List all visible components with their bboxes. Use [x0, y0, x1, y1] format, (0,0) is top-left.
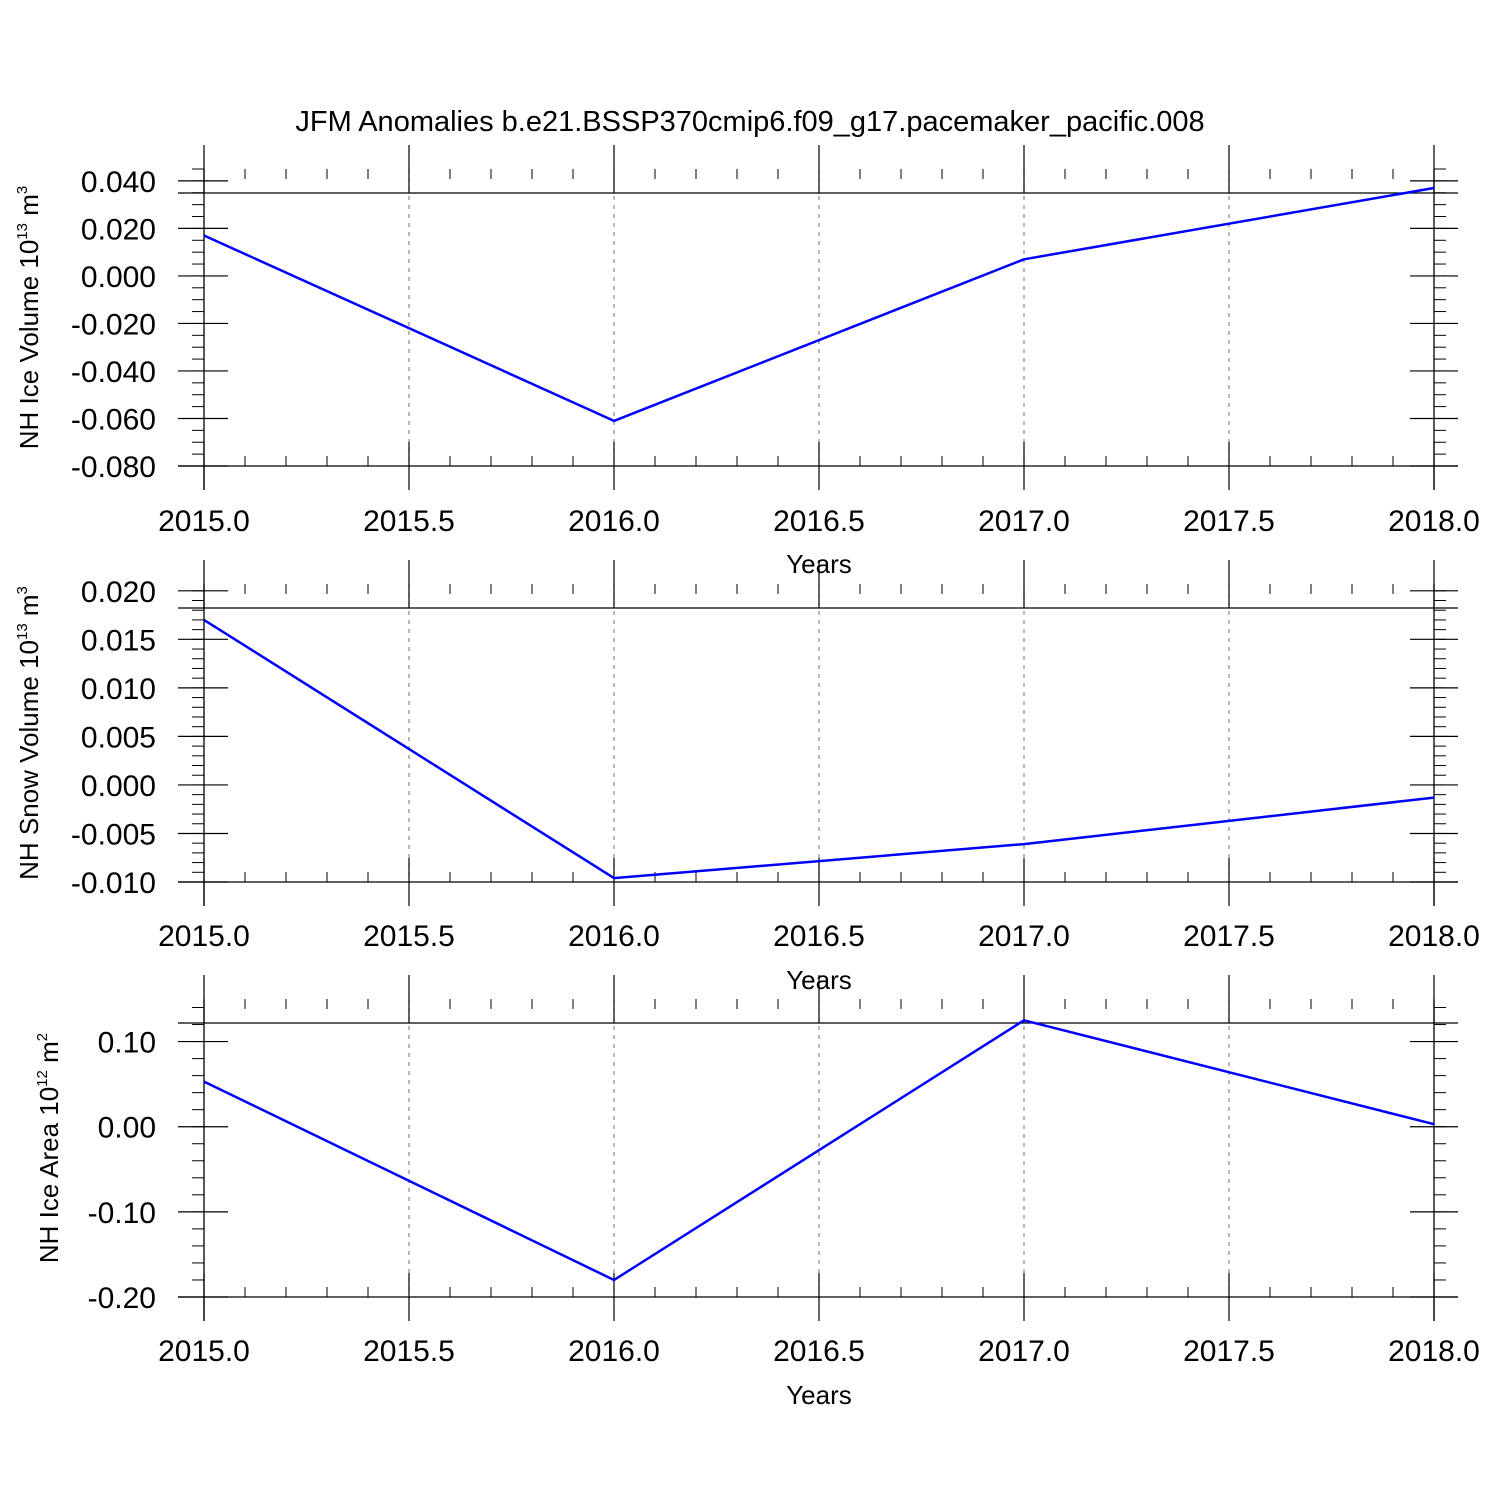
- panels: 2015.0 2015.5 2016.0 2016.5 2017.0 2017.5 2018…: [14, 145, 1480, 1410]
- x-tick-label: 2015.5: [363, 505, 455, 538]
- y-axis-label-text: NH Ice Volume 10: [14, 240, 44, 450]
- series-line: [203, 1019, 1435, 1282]
- x-tick-label: 2016.5: [773, 920, 865, 953]
- y-tick-label: 0.010: [81, 673, 156, 706]
- series-line: [203, 618, 1435, 880]
- chart-title: JFM Anomalies b.e21.BSSP370cmip6.f09_g17…: [295, 106, 1204, 138]
- y-axis-label-text: NH Snow Volume 10: [14, 640, 44, 880]
- x-tick-label: 2015.0: [158, 920, 250, 953]
- y-tick-label: 0.00: [98, 1112, 156, 1145]
- panel-1: 2015.0 2015.5 2016.0 2016.5 2017.0 2017.5 2018…: [14, 145, 1480, 579]
- y-tick-label: -0.005: [71, 818, 156, 851]
- x-tick-label: 2017.5: [1183, 1335, 1275, 1368]
- x-axis-label: Years: [786, 1380, 852, 1410]
- x-tick-label: 2018.0: [1388, 505, 1480, 538]
- y-axis-label-exponent: 13: [14, 223, 31, 240]
- x-tick-label: 2015.5: [363, 1335, 455, 1368]
- y-tick-label: -0.020: [71, 308, 156, 341]
- x-tick-label: 2018.0: [1388, 920, 1480, 953]
- x-tick-label: 2017.0: [978, 920, 1070, 953]
- y-axis-label-exponent: 13: [14, 623, 31, 640]
- y-tick-label: 0.005: [81, 721, 156, 754]
- y-tick-label: 0.020: [81, 213, 156, 246]
- y-tick-label: 0.040: [81, 166, 156, 199]
- y-tick-label: -0.060: [71, 403, 156, 436]
- x-tick-label: 2017.0: [978, 505, 1070, 538]
- x-tick-label: 2016.0: [568, 1335, 660, 1368]
- panel-3: 2015.0 2015.5 2016.0 2016.5 2017.0 2017.5 2018…: [34, 975, 1480, 1410]
- y-axis-label-unit: m: [14, 194, 44, 223]
- y-axis-label-unit: m: [34, 1041, 64, 1070]
- y-tick-label: -0.040: [71, 356, 156, 389]
- y-axis-label-exponent: 12: [34, 1070, 51, 1087]
- y-axis-label: NH Ice Area 1012 m2: [34, 1033, 64, 1263]
- x-tick-label: 2016.5: [773, 505, 865, 538]
- series-line: [203, 186, 1435, 423]
- x-tick-label: 2015.0: [158, 1335, 250, 1368]
- y-axis-label-unit-exponent: 3: [14, 586, 31, 594]
- y-tick-label: -0.10: [88, 1197, 156, 1230]
- y-tick-label: 0.10: [98, 1027, 156, 1060]
- y-tick-label: -0.010: [71, 867, 156, 900]
- y-tick-label: 0.000: [81, 261, 156, 294]
- y-tick-label: 0.015: [81, 624, 156, 657]
- y-axis-label: NH Snow Volume 1013 m3: [14, 586, 44, 880]
- x-tick-label: 2016.0: [568, 920, 660, 953]
- x-tick-label: 2018.0: [1388, 1335, 1480, 1368]
- y-axis-label-unit: m: [14, 594, 44, 623]
- y-tick-label: 0.020: [81, 576, 156, 609]
- x-tick-label: 2017.5: [1183, 505, 1275, 538]
- x-tick-label: 2016.0: [568, 505, 660, 538]
- x-tick-label: 2016.5: [773, 1335, 865, 1368]
- y-tick-label: -0.080: [71, 451, 156, 484]
- y-axis-label-unit-exponent: 2: [34, 1033, 51, 1041]
- y-axis-label: NH Ice Volume 1013 m3: [14, 186, 44, 449]
- panel-2: 2015.0 2015.5 2016.0 2016.5 2017.0 2017.5 2018…: [14, 560, 1480, 995]
- x-tick-label: 2017.5: [1183, 920, 1275, 953]
- x-tick-label: 2015.5: [363, 920, 455, 953]
- x-tick-label: 2017.0: [978, 1335, 1070, 1368]
- y-tick-label: 0.000: [81, 770, 156, 803]
- x-tick-label: 2015.0: [158, 505, 250, 538]
- y-axis-label-text: NH Ice Area 10: [34, 1087, 64, 1263]
- y-tick-label: -0.20: [88, 1282, 156, 1315]
- y-axis-label-unit-exponent: 3: [14, 186, 31, 194]
